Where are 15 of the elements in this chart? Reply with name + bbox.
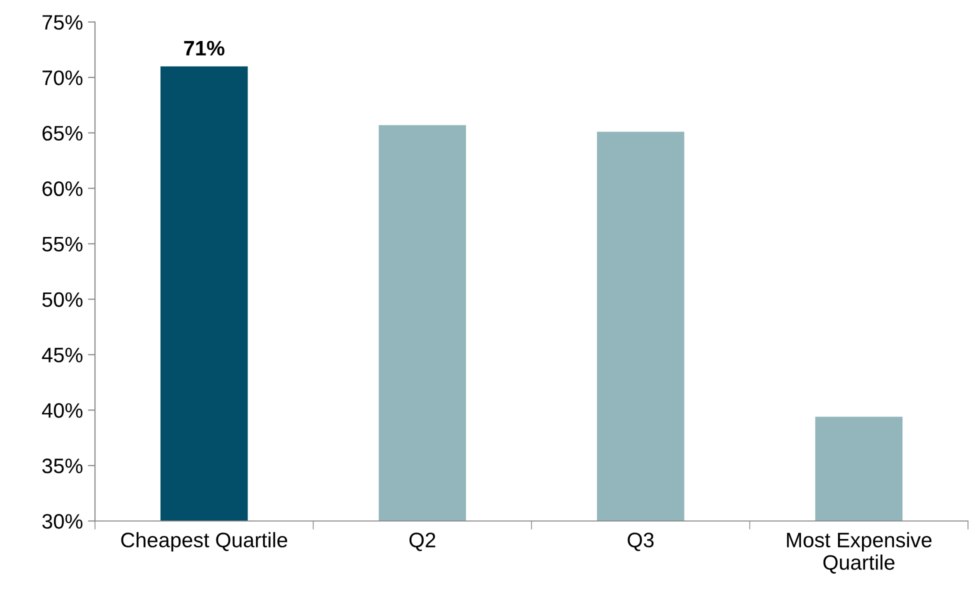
y-tick-label: 40% [42,403,82,418]
y-tick-label: 35% [42,458,82,474]
data-label: 71% [184,40,224,56]
y-tick-label: 70% [42,70,82,86]
y-tick-label: 30% [42,514,82,529]
y-tick-label: 45% [42,348,82,362]
x-tick-label: Cheapest Quartile [121,532,288,552]
x-tick-label: Q3 [628,532,654,552]
x-tick-label: Q2 [409,532,436,552]
x-tick-label: Most Expensive Quartile [787,532,932,574]
y-tick-label: 55% [42,236,82,252]
y-tick-label: 60% [42,181,82,196]
y-tick-label: 65% [42,126,82,141]
y-tick-label: 75% [42,15,82,30]
y-tick-label: 50% [42,292,82,307]
